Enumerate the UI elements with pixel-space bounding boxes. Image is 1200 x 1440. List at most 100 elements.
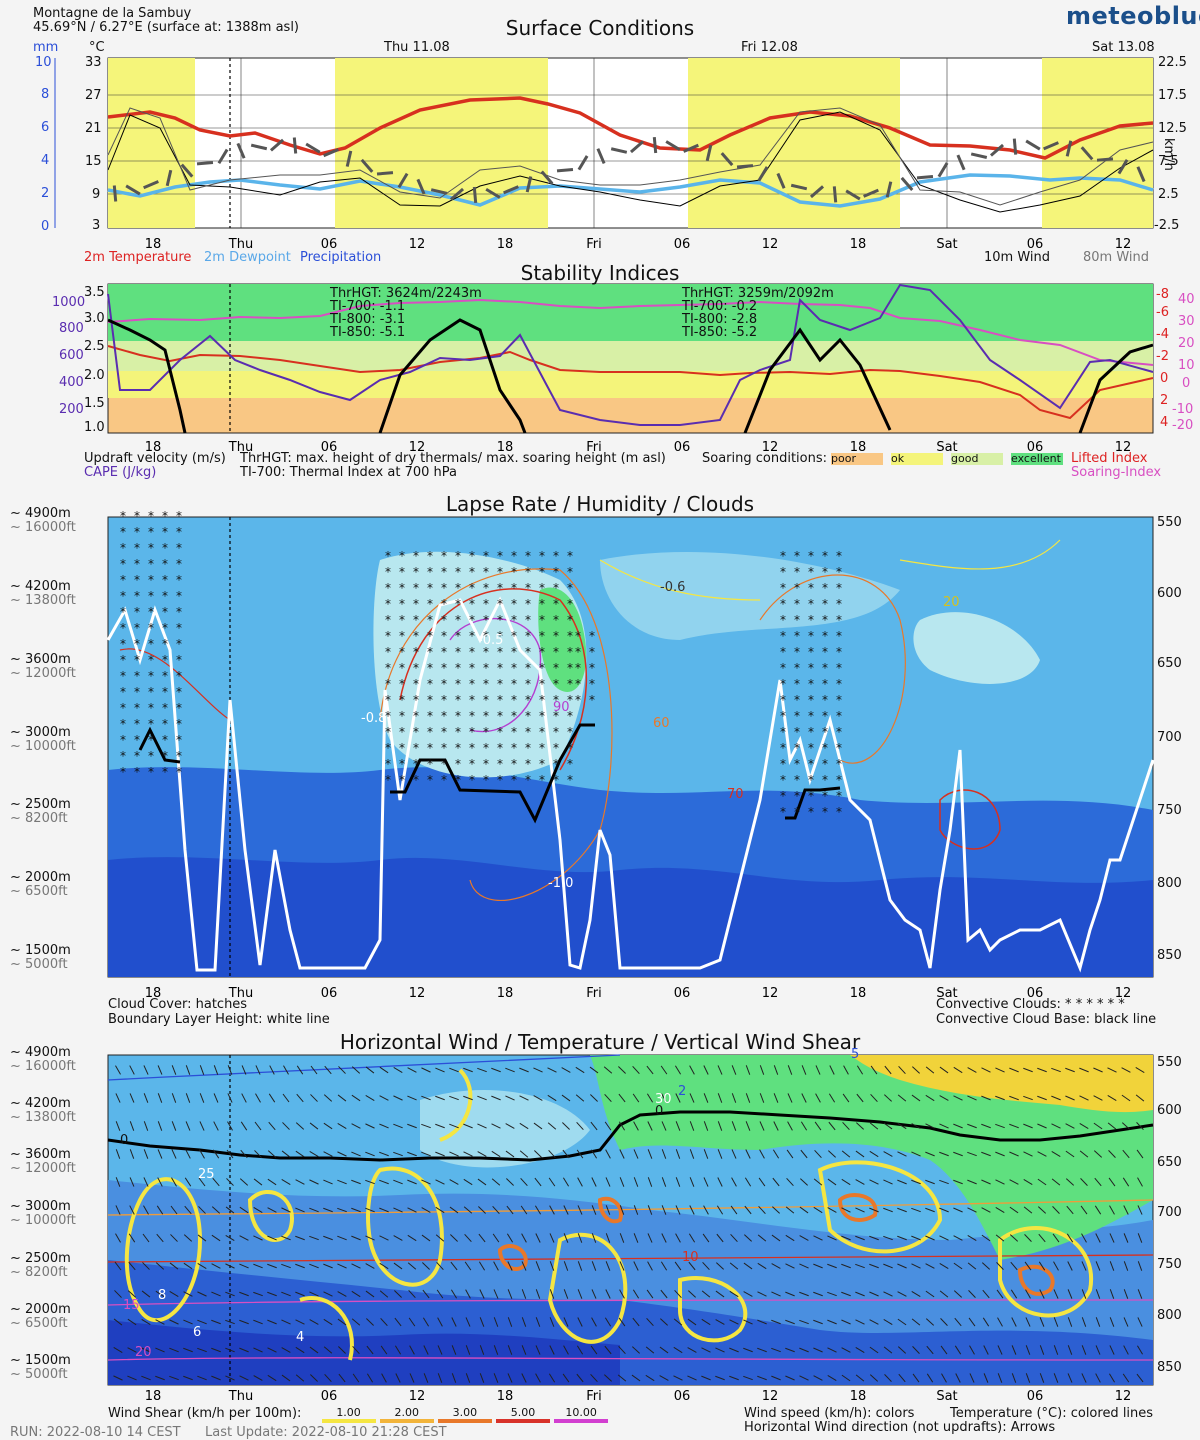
wind-direction-arrow [143, 1065, 149, 1075]
wind-direction-arrow [115, 1233, 121, 1243]
wind-direction-arrow [1023, 1206, 1033, 1214]
wind-direction-arrow [547, 1094, 557, 1102]
legend-updraft: Updraft velocity (m/s) [84, 451, 226, 466]
legend-wind-speed: Wind speed (km/h): colors [744, 1406, 915, 1421]
meteoblue-logo[interactable]: meteoblue [1066, 2, 1200, 30]
time-tick-label: 12 [762, 986, 779, 1001]
wind-direction-arrow [619, 1205, 625, 1215]
convective-cloud-star: * [497, 629, 503, 643]
wind-direction-arrow [155, 1319, 165, 1325]
wind-direction-arrow [926, 1345, 934, 1355]
wind-direction-arrow [911, 1207, 921, 1213]
convective-cloud-star: * [399, 613, 405, 627]
convective-cloud-star: * [525, 757, 531, 771]
mm-tick: 6 [41, 120, 50, 135]
wind-direction-arrow [352, 1373, 360, 1383]
wind-direction-arrow [814, 1150, 822, 1158]
convective-cloud-star: * [455, 565, 461, 579]
lapse-contour-label: 60 [653, 716, 670, 731]
convective-cloud-star: * [794, 661, 800, 675]
wind-direction-arrow [955, 1373, 961, 1383]
day-band [335, 58, 548, 228]
wind-direction-arrow [1051, 1123, 1061, 1129]
wind-direction-arrow [617, 1374, 627, 1382]
wind-direction-arrow [675, 1093, 681, 1103]
wind-direction-arrow [659, 1346, 669, 1354]
wind-direction-arrow [897, 1318, 907, 1326]
wind-arrow [790, 183, 808, 191]
wind-direction-arrow [1109, 1261, 1115, 1271]
convective-cloud-star: * [399, 773, 405, 787]
wind-direction-arrow [142, 1233, 150, 1243]
si-tick: 40 [1178, 292, 1195, 307]
convective-cloud-star: * [176, 765, 182, 779]
wind-direction-arrow [535, 1345, 541, 1355]
wind-direction-arrow [464, 1233, 472, 1243]
wind-arrow [292, 137, 298, 154]
hpa-tick: 750 [1157, 1257, 1182, 1272]
wind-direction-arrow [1122, 1373, 1130, 1383]
wind-direction-arrow [129, 1065, 135, 1075]
wind-direction-arrow [491, 1067, 501, 1073]
wind-direction-arrow [309, 1319, 319, 1325]
wind-direction-arrow [968, 1290, 976, 1298]
wind-direction-arrow [855, 1319, 865, 1325]
wind-direction-arrow [897, 1263, 907, 1269]
wind-direction-arrow [939, 1123, 949, 1129]
wind-direction-arrow [549, 1205, 555, 1215]
convective-cloud-star: * [780, 741, 786, 755]
wind-direction-arrow [717, 1149, 723, 1159]
convective-cloud-star: * [553, 741, 559, 755]
convective-cloud-star: * [385, 773, 391, 787]
height-m: ~ 4200m [10, 1096, 71, 1111]
wind-direction-arrow [143, 1177, 149, 1187]
wind-direction-arrow [183, 1375, 193, 1381]
wind-direction-arrow [127, 1347, 137, 1353]
convective-cloud-star: * [511, 645, 517, 659]
wind-direction-arrow [115, 1065, 121, 1075]
wind-direction-arrow [1081, 1289, 1087, 1299]
wind-direction-arrow [507, 1317, 513, 1327]
convective-cloud-star: * [148, 525, 154, 539]
wind-direction-arrow [591, 1317, 597, 1327]
wind-direction-arrow [1137, 1177, 1143, 1187]
height-ft: ~ 5000ft [10, 957, 68, 972]
wind-arrow [323, 148, 339, 158]
lapse-contour-label: -0.8 [361, 711, 387, 726]
time-tick-label: 12 [409, 237, 426, 252]
wind-direction-arrow [1038, 1261, 1046, 1271]
wind-direction-arrow [449, 1206, 459, 1214]
time-tick-label: 18 [497, 237, 514, 252]
wind-direction-arrow [323, 1235, 333, 1241]
wind-direction-arrow [1065, 1178, 1075, 1186]
wind-direction-arrow [953, 1262, 963, 1270]
wind-direction-arrow [675, 1233, 681, 1243]
wind-direction-arrow [450, 1289, 458, 1299]
wind-direction-arrow [995, 1151, 1005, 1157]
wind-direction-arrow [883, 1122, 893, 1130]
wind-direction-arrow [379, 1290, 389, 1298]
convective-cloud-star: * [441, 565, 447, 579]
wind-direction-arrow [869, 1122, 879, 1130]
wind-direction-arrow [799, 1291, 809, 1297]
convective-cloud-star: * [134, 653, 140, 667]
wind-direction-arrow [519, 1095, 529, 1101]
wind-direction-arrow [758, 1177, 766, 1187]
wind-direction-arrow [828, 1121, 836, 1131]
wind-direction-arrow [967, 1095, 977, 1101]
wind80-line [107, 107, 1154, 206]
wind-direction-arrow [337, 1291, 347, 1297]
wind-direction-arrow [1094, 1177, 1102, 1187]
wind-direction-arrow [365, 1151, 375, 1157]
wind-direction-arrow [267, 1291, 277, 1297]
wind-direction-arrow [827, 1263, 837, 1269]
time-tick-label: 12 [1115, 1389, 1132, 1404]
convective-cloud-star: * [511, 549, 517, 563]
convective-cloud-star: * [808, 661, 814, 675]
wind-direction-arrow [1051, 1150, 1061, 1158]
wind-direction-arrow [365, 1207, 375, 1213]
wind-direction-arrow [953, 1207, 963, 1213]
wind-direction-arrow [394, 1317, 402, 1327]
convective-cloud-star: * [176, 605, 182, 619]
wind-direction-arrow [155, 1262, 165, 1270]
